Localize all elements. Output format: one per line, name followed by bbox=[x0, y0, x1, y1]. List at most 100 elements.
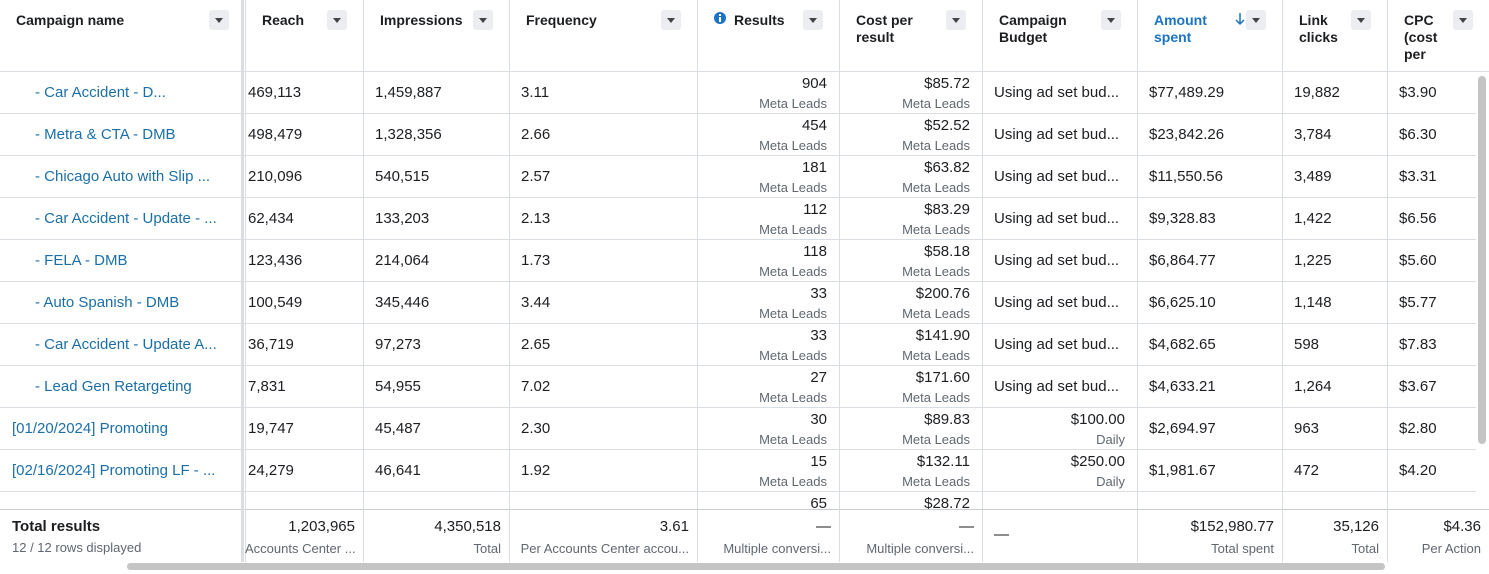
cell-value: 7.02 bbox=[521, 378, 551, 395]
footer-value: 4,350,518 bbox=[434, 518, 501, 535]
table-cell: 472 bbox=[1282, 450, 1387, 491]
table-cell: - Lead Gen Retargeting bbox=[0, 366, 245, 407]
table-cell: $63.82 Meta Leads bbox=[839, 156, 982, 197]
table-cell: Using ad set bud... bbox=[982, 198, 1137, 239]
cell-value: 540,515 bbox=[375, 168, 430, 185]
cell-value: 123,436 bbox=[248, 252, 303, 269]
table-cell: 454 Meta Leads bbox=[697, 114, 839, 155]
table-cell: $1,981.67 bbox=[1137, 450, 1282, 491]
cell-sublabel: Meta Leads bbox=[902, 222, 970, 237]
campaign-name[interactable]: [01/20/2024] Promoting bbox=[12, 420, 168, 437]
table-cell: 97,273 bbox=[363, 324, 509, 365]
table-cell: 598 bbox=[1282, 324, 1387, 365]
dropdown-button[interactable] bbox=[473, 10, 493, 30]
table-cell: 65 bbox=[697, 492, 839, 509]
cell-value: 3.11 bbox=[521, 84, 550, 101]
footer-value: — bbox=[994, 526, 1009, 543]
table-cell: [01/20/2024] Promoting bbox=[0, 408, 245, 449]
campaign-name[interactable]: - Car Accident - Update A... bbox=[35, 336, 217, 353]
column-header[interactable]: Cost per result bbox=[839, 0, 982, 71]
table-cell: $5.77 bbox=[1387, 282, 1476, 323]
cell-value: $4,633.21 bbox=[1149, 378, 1216, 395]
footer-value: 1,203,965 bbox=[288, 518, 355, 535]
table-cell: $4,682.65 bbox=[1137, 324, 1282, 365]
cell-value: $5.77 bbox=[1399, 294, 1437, 311]
campaign-name[interactable]: - Lead Gen Retargeting bbox=[35, 378, 192, 395]
table-cell: 540,515 bbox=[363, 156, 509, 197]
column-header[interactable]: Results bbox=[697, 0, 839, 71]
cell-value: $3.31 bbox=[1399, 168, 1437, 185]
cell-sublabel: Meta Leads bbox=[902, 180, 970, 195]
cell-value: $1,981.67 bbox=[1149, 462, 1216, 479]
row-border bbox=[0, 365, 1476, 366]
table-cell: $2.80 bbox=[1387, 408, 1476, 449]
campaign-name[interactable]: - FELA - DMB bbox=[35, 252, 128, 269]
dropdown-button[interactable] bbox=[946, 10, 966, 30]
table-cell: $77,489.29 bbox=[1137, 72, 1282, 113]
dropdown-button[interactable] bbox=[327, 10, 347, 30]
cell-value: 963 bbox=[1294, 420, 1320, 437]
cell-value: Using ad set bud... bbox=[994, 210, 1120, 227]
dropdown-button[interactable] bbox=[1453, 10, 1473, 30]
dropdown-button[interactable] bbox=[1246, 10, 1266, 30]
table-cell: 100,549 bbox=[245, 282, 363, 323]
cell-sublabel: Meta Leads bbox=[759, 180, 827, 195]
cell-value: 3,489 bbox=[1294, 168, 1332, 185]
column-header[interactable]: Impressions bbox=[363, 0, 509, 71]
footer-cell: — Multiple conversi... bbox=[697, 510, 839, 562]
campaign-name[interactable]: - Metra & CTA - DMB bbox=[35, 126, 176, 143]
dropdown-button[interactable] bbox=[1101, 10, 1121, 30]
table-cell: $5.60 bbox=[1387, 240, 1476, 281]
column-header[interactable]: Reach bbox=[245, 0, 363, 71]
table-cell: 1,422 bbox=[1282, 198, 1387, 239]
column-header[interactable]: Amount spent bbox=[1137, 0, 1282, 71]
header-label: Reach bbox=[262, 12, 305, 28]
column-header[interactable]: Link clicks bbox=[1282, 0, 1387, 71]
cell-sublabel: Meta Leads bbox=[759, 432, 827, 447]
column-header[interactable]: Campaign Budget bbox=[982, 0, 1137, 71]
header-label: Campaign name bbox=[16, 12, 125, 28]
table-cell: Using ad set bud... bbox=[982, 240, 1137, 281]
cell-value: 2.66 bbox=[521, 126, 551, 143]
table-cell: Using ad set bud... bbox=[982, 324, 1137, 365]
dropdown-button[interactable] bbox=[803, 10, 823, 30]
column-header[interactable]: Frequency bbox=[509, 0, 697, 71]
header-label: Link clicks bbox=[1299, 12, 1338, 45]
footer-value: $152,980.77 bbox=[1190, 518, 1274, 535]
vertical-scrollbar[interactable] bbox=[1478, 76, 1486, 444]
campaign-name[interactable]: - Car Accident - D... bbox=[35, 84, 166, 101]
table-cell: 36,719 bbox=[245, 324, 363, 365]
cell-sublabel: Meta Leads bbox=[759, 306, 827, 321]
cell-value: $63.82 bbox=[924, 159, 970, 176]
table-cell: $89.83 Meta Leads bbox=[839, 408, 982, 449]
table-cell: 19,747 bbox=[245, 408, 363, 449]
campaign-name[interactable]: [02/16/2024] Promoting LF - ... bbox=[12, 462, 216, 479]
dropdown-button[interactable] bbox=[661, 10, 681, 30]
dropdown-button[interactable] bbox=[1351, 10, 1371, 30]
table-cell: $100.00 Daily bbox=[982, 408, 1137, 449]
cell-value: $9,328.83 bbox=[1149, 210, 1216, 227]
table-cell: 123,436 bbox=[245, 240, 363, 281]
cell-value: $85.72 bbox=[924, 75, 970, 92]
table-cell: Using ad set bud... bbox=[982, 366, 1137, 407]
cell-sublabel: Meta Leads bbox=[902, 264, 970, 279]
cell-value: $23,842.26 bbox=[1149, 126, 1225, 143]
dropdown-button[interactable] bbox=[209, 10, 229, 30]
campaign-name[interactable]: - Auto Spanish - DMB bbox=[35, 294, 180, 311]
horizontal-scrollbar[interactable] bbox=[127, 563, 1385, 570]
table-cell: 3.44 bbox=[509, 282, 697, 323]
cell-value: 62,434 bbox=[248, 210, 294, 227]
table-cell: 210,096 bbox=[245, 156, 363, 197]
table-cell: - Auto Spanish - DMB bbox=[0, 282, 245, 323]
table-footer: Total results 12 / 12 rows displayed 1,203… bbox=[0, 510, 1489, 562]
column-header[interactable]: CPC (cost per bbox=[1387, 0, 1489, 71]
table-cell: 33 Meta Leads bbox=[697, 282, 839, 323]
footer-value: 3.61 bbox=[659, 518, 689, 535]
column-header[interactable]: Campaign name bbox=[0, 0, 245, 71]
table-cell: 24,279 bbox=[245, 450, 363, 491]
table-cell: $171.60 Meta Leads bbox=[839, 366, 982, 407]
campaign-name[interactable]: - Chicago Auto with Slip ... bbox=[35, 168, 211, 185]
table-cell: 3,489 bbox=[1282, 156, 1387, 197]
campaign-name[interactable]: - Car Accident - Update - ... bbox=[35, 210, 217, 227]
cell-value: 1,422 bbox=[1294, 210, 1332, 227]
